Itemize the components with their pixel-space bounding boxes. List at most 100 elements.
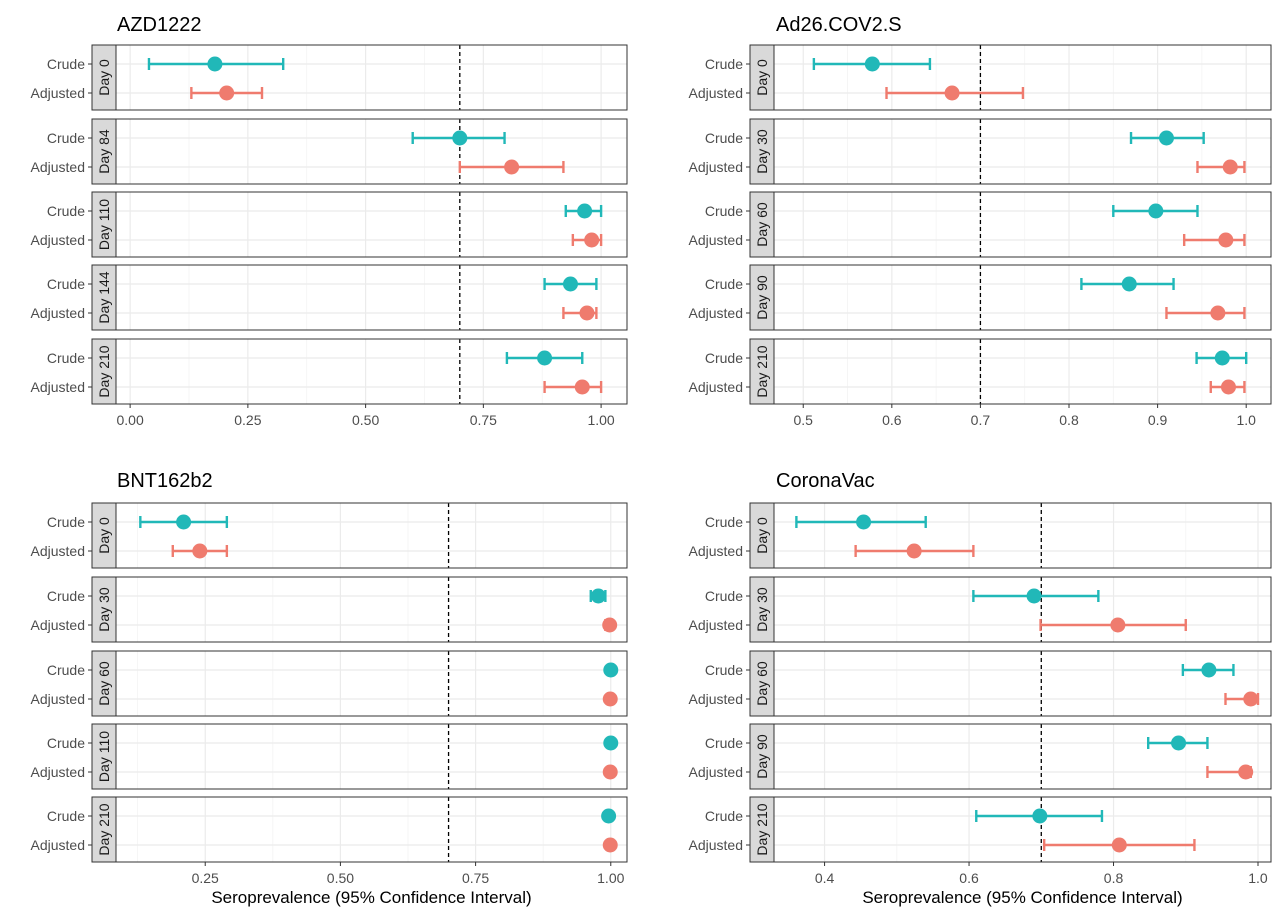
facet-strip xyxy=(749,44,775,111)
adjusted-estimate: Adjusted xyxy=(689,85,1025,101)
row-label: Adjusted xyxy=(31,85,85,101)
row-label: Crude xyxy=(47,662,85,678)
crude-estimate: Crude xyxy=(47,662,619,678)
facet-strip xyxy=(749,264,775,331)
panel-border xyxy=(115,44,628,111)
point-estimate xyxy=(944,85,960,101)
facet-day-90: Day 90 Crude Adjusted xyxy=(689,723,1272,790)
facet-strip xyxy=(749,796,775,863)
facet-strip xyxy=(749,338,775,405)
adjusted-estimate: Adjusted xyxy=(31,764,618,780)
facet-strip xyxy=(91,796,117,863)
point-estimate xyxy=(1214,350,1230,366)
point-estimate xyxy=(1238,764,1254,780)
crude-estimate: Crude xyxy=(705,203,1199,219)
panel-border xyxy=(773,502,1272,569)
crude-estimate: Crude xyxy=(705,514,927,530)
facet-day-84: Day 84 Crude Adjusted xyxy=(31,118,628,185)
x-tick-label: 0.9 xyxy=(1148,412,1168,428)
point-estimate xyxy=(856,514,872,530)
point-estimate xyxy=(207,56,223,72)
adjusted-estimate: Adjusted xyxy=(689,617,1187,633)
panel-border xyxy=(115,723,628,790)
crude-estimate: Crude xyxy=(705,735,1209,751)
crude-estimate: Crude xyxy=(47,130,506,146)
panel-border xyxy=(115,264,628,331)
panel-background xyxy=(774,119,1271,184)
facet-strip-label: Day 0 xyxy=(754,59,770,96)
facet-strip-label: Day 210 xyxy=(754,345,770,397)
facet-day-60: Day 60 Crude Adjusted xyxy=(689,650,1272,717)
x-tick-label: 0.7 xyxy=(971,412,991,428)
facet-day-144: Day 144 Crude Adjusted xyxy=(31,264,628,331)
crude-estimate: Crude xyxy=(47,588,607,604)
panel-background xyxy=(774,339,1271,404)
adjusted-estimate: Adjusted xyxy=(689,837,1196,853)
facet-strip-label: Day 90 xyxy=(754,734,770,779)
row-label: Crude xyxy=(705,56,743,72)
facet-strip-label: Day 210 xyxy=(96,345,112,397)
x-tick-label: 0.50 xyxy=(352,412,379,428)
row-label: Adjusted xyxy=(31,764,85,780)
x-tick-label: 0.75 xyxy=(470,412,497,428)
point-estimate xyxy=(574,379,590,395)
row-label: Adjusted xyxy=(689,159,743,175)
x-tick-label: 1.00 xyxy=(597,870,624,886)
point-estimate xyxy=(602,837,618,853)
point-estimate xyxy=(1201,662,1217,678)
facet-strip xyxy=(91,44,117,111)
panel-border xyxy=(773,191,1272,258)
point-estimate xyxy=(601,808,617,824)
row-label: Crude xyxy=(47,130,85,146)
row-label: Adjusted xyxy=(689,543,743,559)
x-tick-label: 0.8 xyxy=(1104,870,1124,886)
facet-strip-label: Day 90 xyxy=(754,275,770,320)
facet-strip xyxy=(749,502,775,569)
facet-strip-label: Day 0 xyxy=(754,517,770,554)
adjusted-estimate: Adjusted xyxy=(689,764,1254,780)
crude-estimate: Crude xyxy=(705,588,1100,604)
point-estimate xyxy=(537,350,553,366)
chart-title: BNT162b2 xyxy=(117,470,213,492)
facet-strip-label: Day 110 xyxy=(96,731,112,782)
facet-strip xyxy=(91,118,117,185)
panel-background xyxy=(774,651,1271,716)
facet-day-0: Day 0 Crude Adjusted xyxy=(689,502,1272,569)
row-label: Adjusted xyxy=(689,617,743,633)
chart-3: BNT162b2 Day 0 Crude Adjusted Day 30 Crude Adj… xyxy=(31,470,628,907)
facet-day-210: Day 210 Crude Adjusted xyxy=(689,338,1272,405)
facet-strip-label: Day 210 xyxy=(754,803,770,855)
x-tick-label: 0.6 xyxy=(882,412,902,428)
row-label: Crude xyxy=(47,203,85,219)
row-label: Crude xyxy=(705,203,743,219)
x-tick-label: 1.0 xyxy=(1236,412,1256,428)
row-label: Adjusted xyxy=(689,305,743,321)
facet-day-0: Day 0 Crude Adjusted xyxy=(31,502,628,569)
facet-day-0: Day 0 Crude Adjusted xyxy=(689,44,1272,111)
crude-estimate: Crude xyxy=(47,808,617,824)
panel-background xyxy=(116,503,627,568)
facet-strip xyxy=(749,576,775,643)
row-label: Crude xyxy=(705,350,743,366)
facet-strip xyxy=(91,723,117,790)
panel-background xyxy=(774,192,1271,257)
point-estimate xyxy=(603,735,619,751)
facet-strip xyxy=(749,118,775,185)
x-tick-label: 0.25 xyxy=(192,870,219,886)
chart-title: AZD1222 xyxy=(117,14,202,36)
adjusted-estimate: Adjusted xyxy=(689,232,1246,248)
panel-background xyxy=(774,503,1271,568)
point-estimate xyxy=(1158,130,1174,146)
panel-border xyxy=(115,338,628,405)
adjusted-estimate: Adjusted xyxy=(689,305,1246,321)
facet-strip-label: Day 60 xyxy=(96,661,112,706)
facet-strip xyxy=(749,650,775,717)
panel-background xyxy=(774,797,1271,862)
point-estimate xyxy=(562,276,578,292)
row-label: Crude xyxy=(705,130,743,146)
facet-day-210: Day 210 Crude Adjusted xyxy=(31,796,628,863)
row-label: Crude xyxy=(47,56,85,72)
point-estimate xyxy=(602,764,618,780)
adjusted-estimate: Adjusted xyxy=(31,837,618,853)
point-estimate xyxy=(577,203,593,219)
